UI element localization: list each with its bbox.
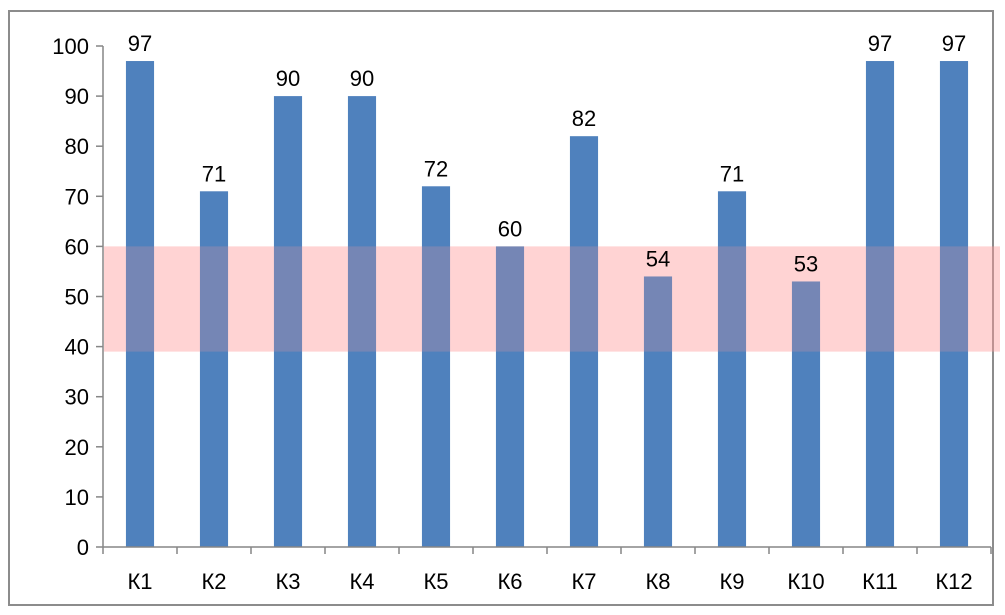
bar-К4 <box>347 96 377 547</box>
y-tick-label-70: 70 <box>65 184 89 209</box>
x-tick-label-К11: К11 <box>862 569 898 594</box>
y-tick-label-40: 40 <box>65 335 89 360</box>
y-tick-label-100: 100 <box>52 34 89 59</box>
bar-К9 <box>717 191 747 548</box>
data-label-К6: 60 <box>498 216 522 241</box>
data-label-К1: 97 <box>128 31 152 56</box>
x-tick-label-К5: К5 <box>423 569 448 594</box>
data-label-К2: 71 <box>202 161 226 186</box>
x-tick-label-К1: К1 <box>127 569 152 594</box>
data-label-К8: 54 <box>646 246 670 271</box>
data-label-К12: 97 <box>942 31 966 56</box>
data-label-К7: 82 <box>572 106 596 131</box>
y-tick-label-20: 20 <box>65 435 89 460</box>
y-tick-label-50: 50 <box>65 285 89 310</box>
y-tick-label-60: 60 <box>65 234 89 259</box>
x-tick-label-К12: К12 <box>935 569 972 594</box>
x-tick-label-К9: К9 <box>719 569 744 594</box>
highlight-band <box>104 246 1000 352</box>
bar-К3 <box>273 96 303 547</box>
bar-К10 <box>791 281 821 547</box>
x-tick-label-К6: К6 <box>497 569 522 594</box>
bar-К2 <box>199 191 229 548</box>
highlight-band-overlay-layer <box>104 246 1000 352</box>
data-label-К9: 71 <box>720 161 744 186</box>
data-label-К4: 90 <box>350 66 374 91</box>
data-label-К11: 97 <box>868 31 892 56</box>
bar-К7 <box>569 136 599 547</box>
data-label-К5: 72 <box>424 156 448 181</box>
data-label-К10: 53 <box>794 251 818 276</box>
x-tick-label-К2: К2 <box>201 569 226 594</box>
bar-К6 <box>495 246 525 547</box>
data-labels-layer: 97 71 90 90 72 60 82 54 71 53 97 97 <box>128 31 966 276</box>
bars-layer <box>125 61 969 548</box>
data-label-К3: 90 <box>276 66 300 91</box>
bar-К11 <box>865 61 895 547</box>
x-tick-label-К4: К4 <box>349 569 374 594</box>
bar-К1 <box>125 61 155 547</box>
x-tick-label-К7: К7 <box>571 569 596 594</box>
x-tick-label-К10: К10 <box>787 569 824 594</box>
highlight-band-overlay <box>104 246 1000 352</box>
y-tick-label-30: 30 <box>65 385 89 410</box>
y-tick-label-10: 10 <box>65 485 89 510</box>
highlight-band-layer <box>104 246 1000 352</box>
y-tick-label-0: 0 <box>77 535 89 560</box>
x-tick-label-К8: К8 <box>645 569 670 594</box>
bar-К8 <box>643 276 673 547</box>
y-tick-label-90: 90 <box>65 84 89 109</box>
y-ticks-layer: 0 10 20 30 40 50 60 70 80 90 100 <box>52 34 103 560</box>
bar-К12 <box>939 61 969 547</box>
x-ticks-layer: К1 К2 К3 К4 К5 К6 К7 К8 К9 К10 К11 К12 <box>102 547 992 594</box>
bar-К5 <box>421 186 451 547</box>
y-tick-label-80: 80 <box>65 134 89 159</box>
x-tick-label-К3: К3 <box>275 569 300 594</box>
